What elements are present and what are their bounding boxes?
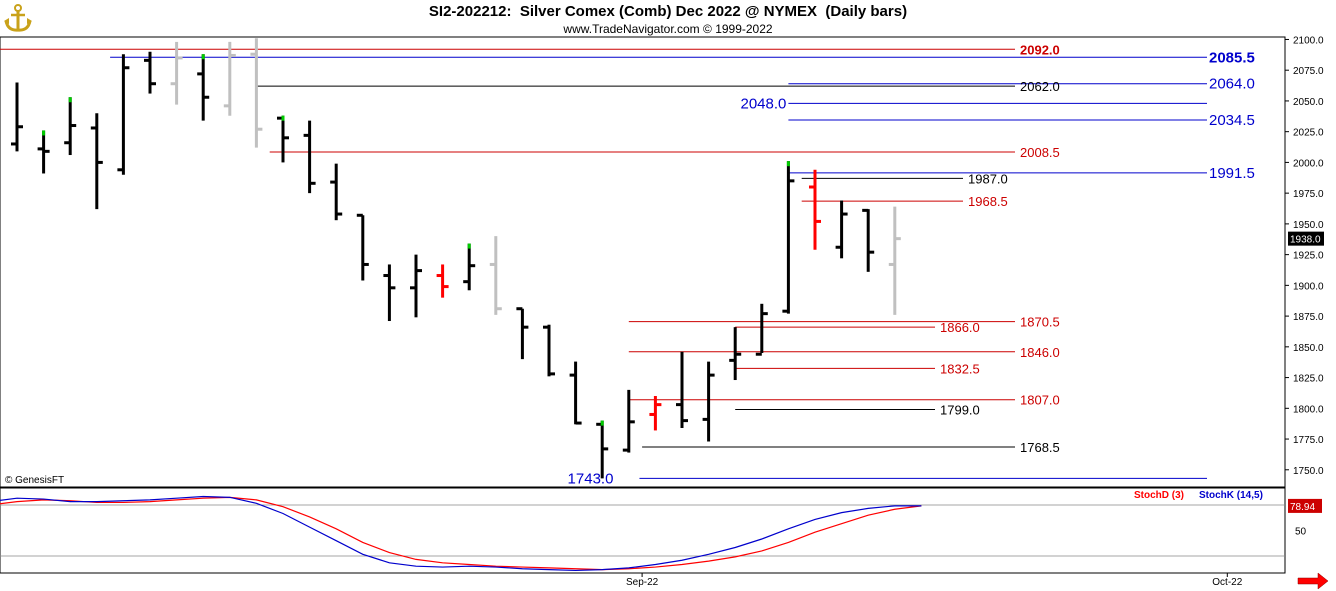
stochastic-series-line xyxy=(0,496,922,571)
level-label: 2062.0 xyxy=(1020,79,1060,94)
ohlc-bars xyxy=(11,38,901,479)
stochastic-legend-k: StochK (14,5) xyxy=(1199,490,1263,501)
data-credit: © GenesisFT xyxy=(5,475,64,486)
price-tick-label: 2050.0 xyxy=(1293,97,1324,108)
stochastic-lines: StochD (3) StochK (14,5) xyxy=(0,490,1263,572)
level-label: 1807.0 xyxy=(1020,393,1060,408)
date-axis: Sep-22 Oct-22 xyxy=(626,573,1243,588)
level-label: 2092.0 xyxy=(1020,42,1060,57)
level-label: 2034.5 xyxy=(1209,112,1255,129)
price-tick-label: 1750.0 xyxy=(1293,466,1324,477)
price-tick-label: 1950.0 xyxy=(1293,220,1324,231)
price-tick-label: 1900.0 xyxy=(1293,281,1324,292)
level-label: 1743.0 xyxy=(568,470,614,487)
stochastic-series-line xyxy=(0,495,922,572)
stochastic-axis: 50 78.94 xyxy=(0,498,1322,557)
price-tick-label: 2025.0 xyxy=(1293,128,1324,139)
chart-title: SI2-202212: Silver Comex (Comb) Dec 2022… xyxy=(428,3,908,20)
last-price-marker: 1938.0 xyxy=(1288,231,1324,246)
stochastic-tick-label: 50 xyxy=(1295,527,1307,538)
level-label: 1799.0 xyxy=(940,403,980,418)
level-label: 1987.0 xyxy=(968,171,1008,186)
level-label: 2008.5 xyxy=(1020,145,1060,160)
scroll-right-arrow-icon[interactable] xyxy=(1297,572,1329,590)
anchor-logo-icon xyxy=(4,4,32,32)
price-tick-label: 2100.0 xyxy=(1293,35,1324,46)
chart-subtitle: www.TradeNavigator.com © 1999-2022 xyxy=(563,22,773,36)
level-label: 2064.0 xyxy=(1209,76,1255,93)
stochastic-legend-d: StochD (3) xyxy=(1134,490,1184,501)
price-tick-label: 1850.0 xyxy=(1293,343,1324,354)
stochastic-value-box xyxy=(1288,498,1322,513)
price-tick-label: 2000.0 xyxy=(1293,158,1324,169)
stochastic-value-label: 78.94 xyxy=(1290,502,1315,513)
price-plot-frame xyxy=(0,36,1286,488)
stochastic-plot-frame xyxy=(0,487,1286,574)
price-pane: 2100.0 2075.0 2050.0 2025.0 2000.0 1975.0 1950… xyxy=(0,35,1324,488)
price-tick-label: 2075.0 xyxy=(1293,66,1324,77)
last-price-box xyxy=(1288,231,1324,246)
date-tick-label: Oct-22 xyxy=(1212,577,1242,588)
date-tick-label: Sep-22 xyxy=(626,577,659,588)
price-axis: 2100.0 2075.0 2050.0 2025.0 2000.0 1975.0 1950… xyxy=(1285,35,1324,477)
level-label: 1866.0 xyxy=(940,320,980,335)
price-tick-label: 1925.0 xyxy=(1293,251,1324,262)
price-tick-label: 1825.0 xyxy=(1293,374,1324,385)
level-label: 1846.0 xyxy=(1020,345,1060,360)
level-label: 1991.5 xyxy=(1209,165,1255,182)
price-tick-label: 1875.0 xyxy=(1293,312,1324,323)
level-label: 1870.5 xyxy=(1020,315,1060,330)
level-label: 2085.5 xyxy=(1209,49,1255,66)
level-label: 1968.5 xyxy=(968,194,1008,209)
price-tick-label: 1975.0 xyxy=(1293,189,1324,200)
level-label: 1768.5 xyxy=(1020,440,1060,455)
price-tick-label: 1775.0 xyxy=(1293,435,1324,446)
level-label: 1832.5 xyxy=(940,361,980,376)
stochastic-pane: 50 78.94 StochD (3) StochK (14,5) xyxy=(0,487,1322,574)
price-tick-label: 1800.0 xyxy=(1293,404,1324,415)
level-label: 2048.0 xyxy=(741,95,787,112)
last-price-label: 1938.0 xyxy=(1290,235,1321,246)
